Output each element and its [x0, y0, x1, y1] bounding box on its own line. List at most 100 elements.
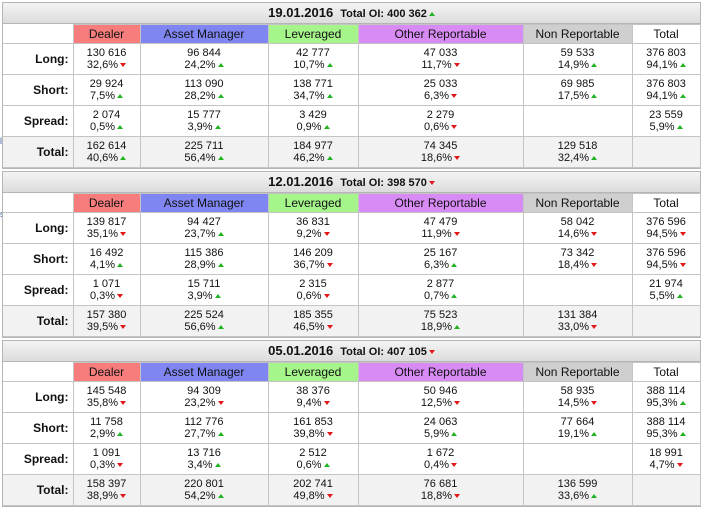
cell-value: 158 397 [86, 478, 127, 490]
arrow-down-icon [326, 494, 333, 499]
cell-percent: 27,7% [141, 428, 268, 440]
table-row: Short: 11 758 2,9% 112 776 27,7% 161 853 39… [3, 412, 701, 444]
data-cell: 94 427 23,7% [139, 212, 269, 244]
cell-percent: 11,7% [359, 59, 523, 71]
data-cell: 184 977 46,2% [267, 136, 359, 168]
data-cell [631, 136, 701, 168]
cell-value: 161 853 [293, 416, 333, 428]
arrow-up-icon [117, 125, 124, 130]
total-row: Total: 158 397 38,9% 220 801 54,2% 202 741… [3, 474, 701, 506]
arrow-down-icon [326, 325, 333, 330]
arrow-up-icon [451, 294, 458, 299]
cell-percent: 3,9% [141, 121, 268, 133]
arrow-down-icon [323, 294, 330, 299]
arrow-down-icon [454, 494, 461, 499]
arrow-down-icon [428, 181, 435, 186]
arrow-up-icon [451, 432, 458, 437]
cell-value: 15 777 [187, 109, 221, 121]
arrow-up-icon [428, 12, 435, 17]
table-row: Long: 145 548 35,8% 94 309 23,2% 38 376 9,4… [3, 381, 701, 413]
cell-value: 18 991 [649, 447, 683, 459]
cell-percent: 56,4% [141, 152, 268, 164]
cell-percent: 94,1% [633, 90, 700, 102]
table-row: Spread: 1 071 0,3% 15 711 3,9% 2 315 0,6% 2… [3, 274, 701, 306]
cell-value: 94 309 [187, 385, 221, 397]
report-date: 19.01.2016 [268, 5, 334, 20]
cell-value: 94 427 [187, 216, 221, 228]
data-cell: 376 596 94,5% [631, 212, 701, 244]
cell-value: 115 386 [184, 247, 224, 259]
data-cell: 225 524 56,6% [139, 305, 269, 337]
data-cell: 130 616 32,6% [72, 43, 141, 75]
arrow-down-icon [117, 463, 124, 468]
cell-value: 77 664 [560, 416, 595, 428]
data-cell: 2 315 0,6% [267, 274, 359, 306]
arrow-up-icon [217, 156, 224, 161]
column-header-total: Total [631, 24, 701, 44]
cell-value: 96 844 [187, 47, 221, 59]
arrow-down-icon [428, 350, 435, 355]
data-cell: 136 599 33,6% [522, 474, 633, 506]
cell-value: 112 776 [184, 416, 224, 428]
column-header-other-reportable: Other Reportable [357, 193, 524, 213]
arrow-down-icon [326, 432, 333, 437]
cell-percent: 46,2% [269, 152, 358, 164]
data-cell: 161 853 39,8% [267, 412, 359, 444]
cell-percent: 19,1% [524, 428, 632, 440]
trend-arrow-icon [427, 8, 435, 20]
column-header-other-reportable: Other Reportable [357, 24, 524, 44]
table-row: Long: 130 616 32,6% 96 844 24,2% 42 777 10,… [3, 43, 701, 75]
data-cell: 158 397 38,9% [72, 474, 141, 506]
cell-value: 138 771 [293, 78, 333, 90]
data-cell: 3 429 0,9% [267, 105, 359, 137]
cell-value: 136 599 [557, 478, 598, 490]
arrow-up-icon [217, 263, 224, 268]
cell-value: 3 429 [299, 109, 327, 121]
arrow-down-icon [120, 401, 127, 406]
cell-value: 47 033 [423, 47, 458, 59]
arrow-up-icon [217, 94, 224, 99]
column-header-dealer: Dealer [72, 362, 141, 382]
arrow-up-icon [591, 63, 598, 68]
report-block: 05.01.2016 Total OI: 407 105 Dealer Asse… [2, 340, 701, 507]
cell-value: 42 777 [296, 47, 330, 59]
cell-percent: 14,5% [524, 397, 632, 409]
cell-value: 16 492 [89, 247, 124, 259]
cell-value: 47 479 [423, 216, 458, 228]
cell-percent: 3,4% [141, 459, 268, 471]
arrow-down-icon [120, 325, 127, 330]
column-header-row: Dealer Asset Manager Leveraged Other Rep… [3, 193, 701, 213]
column-header-total: Total [631, 193, 701, 213]
cell-value: 1 091 [92, 447, 121, 459]
arrow-up-icon [591, 432, 598, 437]
arrow-up-icon [679, 94, 686, 99]
data-cell [522, 443, 633, 475]
cell-percent: 23,2% [141, 397, 268, 409]
cell-percent: 32,6% [74, 59, 140, 71]
cell-percent: 2,9% [74, 428, 140, 440]
column-header-leveraged: Leveraged [267, 362, 359, 382]
data-cell: 94 309 23,2% [139, 381, 269, 413]
cell-percent: 6,3% [359, 90, 523, 102]
cell-percent: 36,7% [269, 259, 358, 271]
arrow-up-icon [217, 232, 224, 237]
cell-percent: 0,9% [269, 121, 358, 133]
data-cell [631, 305, 701, 337]
data-cell: 112 776 27,7% [139, 412, 269, 444]
cell-value: 139 817 [86, 216, 127, 228]
cell-value: 1 672 [426, 447, 455, 459]
cell-value: 131 384 [557, 309, 598, 321]
cell-percent: 14,9% [524, 59, 632, 71]
cell-value: 25 033 [423, 78, 458, 90]
cell-value: 185 355 [293, 309, 333, 321]
data-cell: 77 664 19,1% [522, 412, 633, 444]
arrow-down-icon [217, 401, 224, 406]
arrow-up-icon [117, 263, 124, 268]
data-cell: 69 985 17,5% [522, 74, 633, 106]
cell-percent: 46,5% [269, 321, 358, 333]
arrow-up-icon [454, 325, 461, 330]
cell-value: 157 380 [86, 309, 127, 321]
data-cell: 76 681 18,8% [357, 474, 524, 506]
cell-percent: 18,6% [359, 152, 523, 164]
total-oi: Total OI: 407 105 [340, 346, 427, 358]
